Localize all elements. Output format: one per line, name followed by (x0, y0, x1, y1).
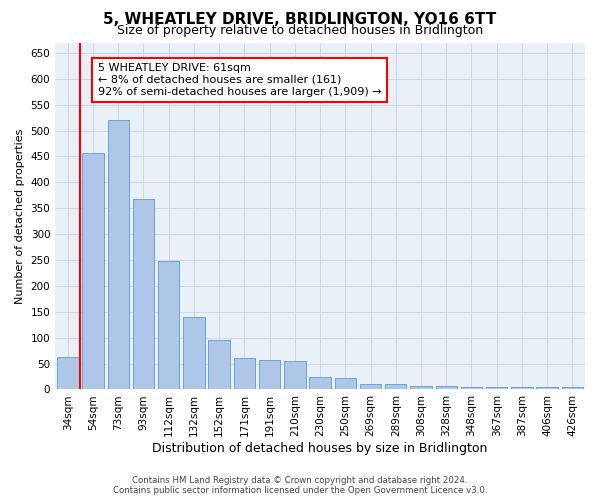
Bar (82, 153, 104, 390)
Bar (536, 387, 558, 390)
Bar (511, 388, 533, 390)
Bar (410, 386, 432, 390)
Bar (233, 358, 255, 390)
X-axis label: Distribution of detached houses by size in Bridlington: Distribution of detached houses by size … (152, 442, 488, 455)
Bar (284, 361, 305, 390)
Bar (259, 360, 280, 390)
Bar (461, 387, 482, 390)
Bar (310, 376, 331, 390)
Bar (183, 317, 205, 390)
Bar (133, 199, 154, 390)
Bar (436, 386, 457, 390)
Bar (360, 384, 381, 390)
Text: Size of property relative to detached houses in Bridlington: Size of property relative to detached ho… (117, 24, 483, 37)
Bar (486, 388, 508, 390)
Bar (562, 388, 583, 390)
Text: Contains HM Land Registry data © Crown copyright and database right 2024.
Contai: Contains HM Land Registry data © Crown c… (113, 476, 487, 495)
Bar (107, 120, 129, 390)
Bar (158, 261, 179, 390)
Bar (385, 384, 406, 390)
Bar (57, 358, 79, 390)
Bar (208, 340, 230, 390)
Text: 5 WHEATLEY DRIVE: 61sqm
← 8% of detached houses are smaller (161)
92% of semi-de: 5 WHEATLEY DRIVE: 61sqm ← 8% of detached… (98, 64, 381, 96)
Y-axis label: Number of detached properties: Number of detached properties (15, 128, 25, 304)
Bar (335, 378, 356, 390)
Text: 5, WHEATLEY DRIVE, BRIDLINGTON, YO16 6TT: 5, WHEATLEY DRIVE, BRIDLINGTON, YO16 6TT (103, 12, 497, 28)
